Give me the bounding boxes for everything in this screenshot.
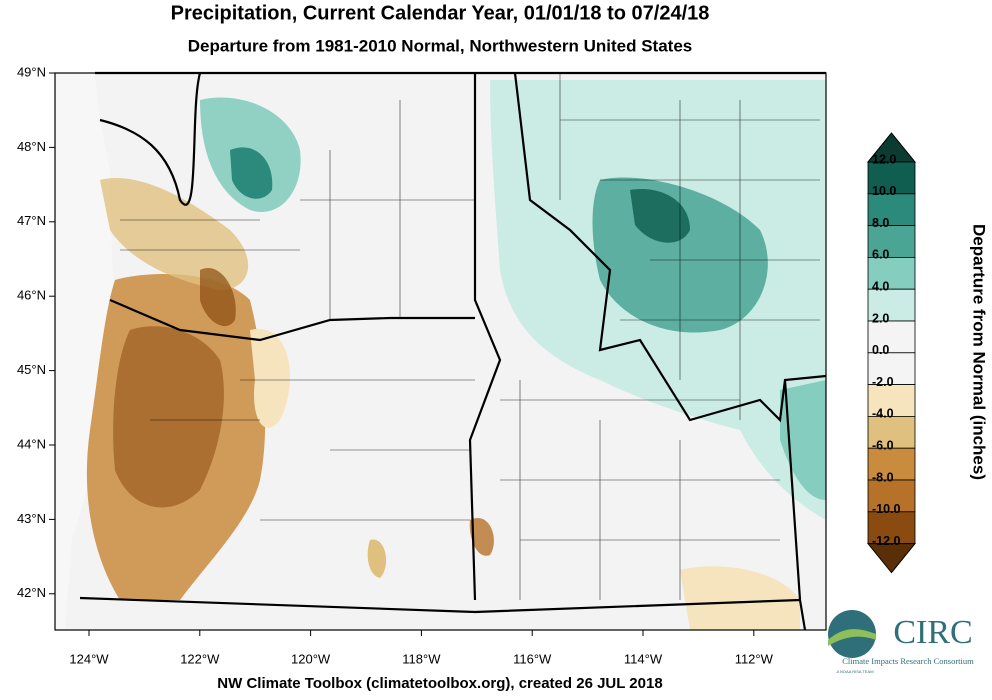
subtitle: Departure from 1981-2010 Normal, Northwe… <box>188 36 693 55</box>
lat-label: 44°N <box>17 436 46 451</box>
map <box>54 71 827 631</box>
colorbar-label: 6.0 <box>872 248 889 262</box>
colorbar-label: -12.0 <box>872 534 901 548</box>
lon-label: 114°W <box>624 651 663 666</box>
lon-label: 122°W <box>180 651 220 666</box>
dry-spot <box>367 539 387 578</box>
logo-name: CIRC <box>893 614 972 651</box>
colorbar-label: -4.0 <box>872 407 894 421</box>
colorbar-label: -6.0 <box>872 438 894 452</box>
slightly-dry-region <box>680 566 800 630</box>
colorbar-box <box>867 161 916 195</box>
title: Precipitation, Current Calendar Year, 01… <box>171 2 710 24</box>
lat-label: 48°N <box>17 139 46 154</box>
lon-label: 116°W <box>513 651 552 666</box>
colorbar-label: -10.0 <box>872 502 901 516</box>
footer: NW Climate Toolbox (climatetoolbox.org),… <box>217 675 662 692</box>
colorbar-label: 8.0 <box>872 216 889 230</box>
colorbar-label: 4.0 <box>872 279 889 293</box>
colorbar-box <box>867 256 916 290</box>
logo-full-name: Climate Impacts Research Consortium <box>842 656 974 666</box>
lon-label: 120°W <box>291 651 331 666</box>
colorbar-box <box>867 225 916 258</box>
colorbar-label: 2.0 <box>872 311 889 325</box>
lat-label: 47°N <box>17 213 46 228</box>
logo: CIRC Climate Impacts Research Consortium… <box>828 610 974 674</box>
lon-label: 124°W <box>69 651 109 666</box>
ocean <box>55 73 118 630</box>
dry-spot <box>469 518 494 556</box>
logo-tagline: A NOAA RISA TEAM <box>836 669 873 674</box>
colorbar-box <box>867 288 916 322</box>
wet-region <box>780 380 826 500</box>
lon-label: 112°W <box>735 651 774 666</box>
colorbar-label: 0.0 <box>872 343 889 357</box>
colorbar-box <box>867 479 916 513</box>
map-frame <box>54 72 827 631</box>
lat-label: 45°N <box>17 362 46 377</box>
dry-region <box>100 178 249 290</box>
very-dry-region <box>200 268 236 327</box>
colorbar-label: 12.0 <box>872 152 896 166</box>
colorbar-box <box>867 352 916 385</box>
logo-mark <box>828 629 876 646</box>
lon-label: 118°W <box>402 651 441 666</box>
very-wet-region <box>630 189 690 243</box>
lat-label: 46°N <box>17 288 46 303</box>
colorbar-title: Departure from Normal (inches) <box>970 224 989 480</box>
colorbar-label: -2.0 <box>872 375 894 389</box>
lat-label: 49°N <box>17 64 46 79</box>
very-wet-region <box>230 147 273 199</box>
lat-label: 43°N <box>17 511 46 526</box>
county-borders <box>120 73 820 600</box>
lat-label: 42°N <box>17 585 46 600</box>
slightly-dry-region <box>250 328 290 428</box>
colorbar-box <box>867 415 916 449</box>
colorbar-arrow <box>866 543 917 574</box>
colorbar-label: -8.0 <box>872 470 894 484</box>
colorbar-box <box>867 320 916 354</box>
colorbar-label: 10.0 <box>872 184 896 198</box>
colorbar-box <box>867 193 916 227</box>
very-dry-region <box>113 326 224 508</box>
